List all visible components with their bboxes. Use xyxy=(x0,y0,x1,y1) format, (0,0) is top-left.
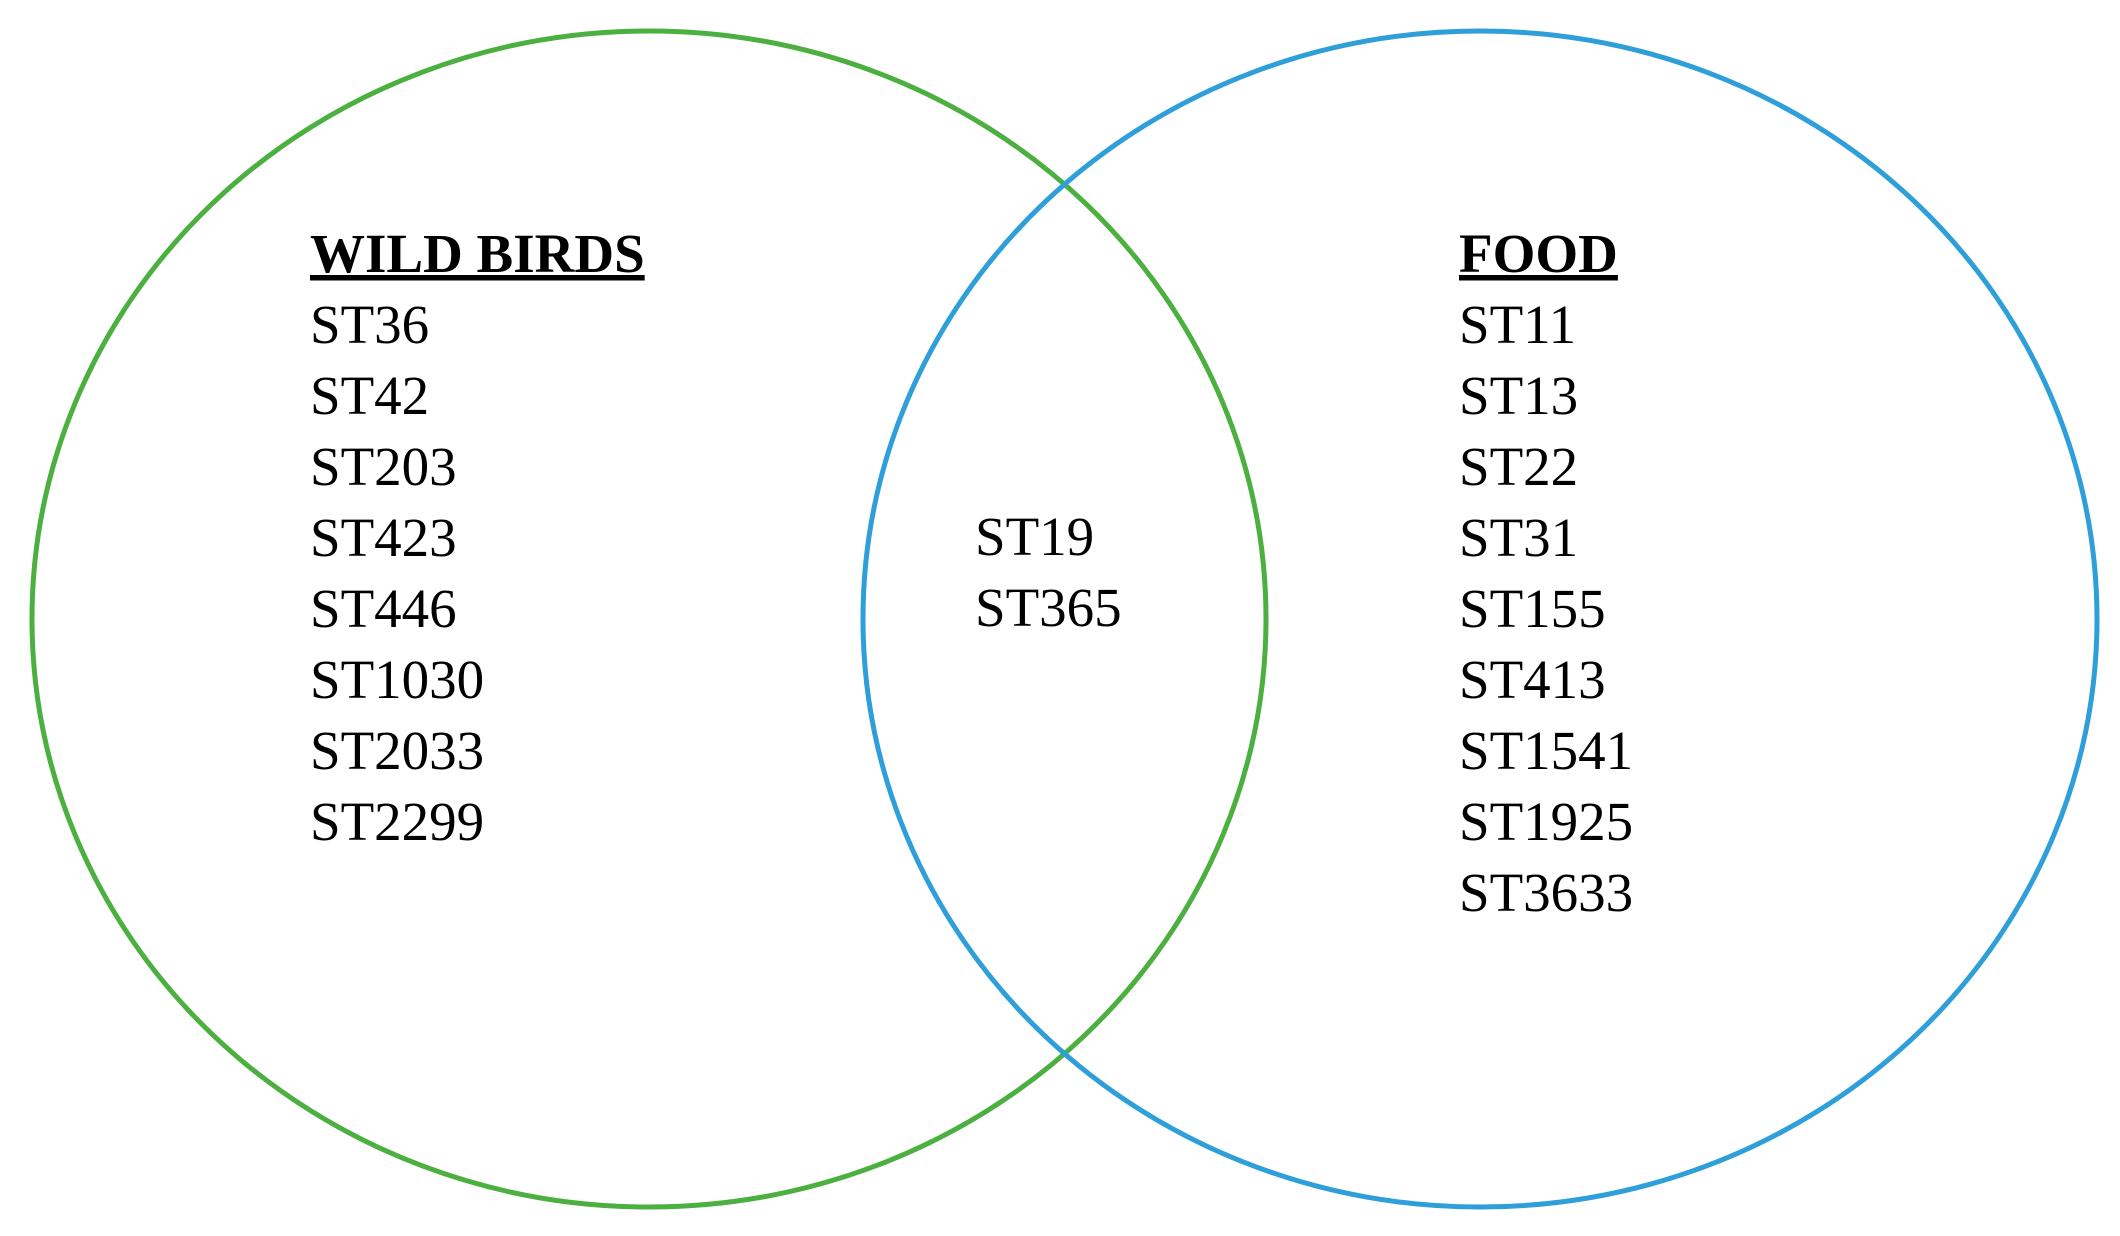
set-item: ST3633 xyxy=(1459,862,1633,923)
set-item: ST423 xyxy=(310,507,457,568)
set-item: ST2033 xyxy=(310,720,484,781)
set-item: ST413 xyxy=(1459,649,1606,710)
set-item: ST155 xyxy=(1459,578,1606,639)
set-item: ST203 xyxy=(310,436,457,497)
set-item: ST36 xyxy=(310,294,429,355)
set-item: ST1030 xyxy=(310,649,484,710)
intersection-item: ST365 xyxy=(975,577,1122,638)
set-circle xyxy=(29,28,1269,1210)
set-label: WILD BIRDS xyxy=(310,223,645,284)
set-item: ST22 xyxy=(1459,436,1578,497)
set-item: ST11 xyxy=(1459,294,1576,355)
intersection-item: ST19 xyxy=(975,506,1094,567)
set-item: ST31 xyxy=(1459,507,1578,568)
set-item: ST1541 xyxy=(1459,720,1633,781)
set-label: FOOD xyxy=(1459,223,1618,284)
set-circle xyxy=(860,28,2100,1210)
set-item: ST13 xyxy=(1459,365,1578,426)
set-item: ST42 xyxy=(310,365,429,426)
set-item: ST2299 xyxy=(310,791,484,852)
set-item: ST446 xyxy=(310,578,457,639)
set-item: ST1925 xyxy=(1459,791,1633,852)
